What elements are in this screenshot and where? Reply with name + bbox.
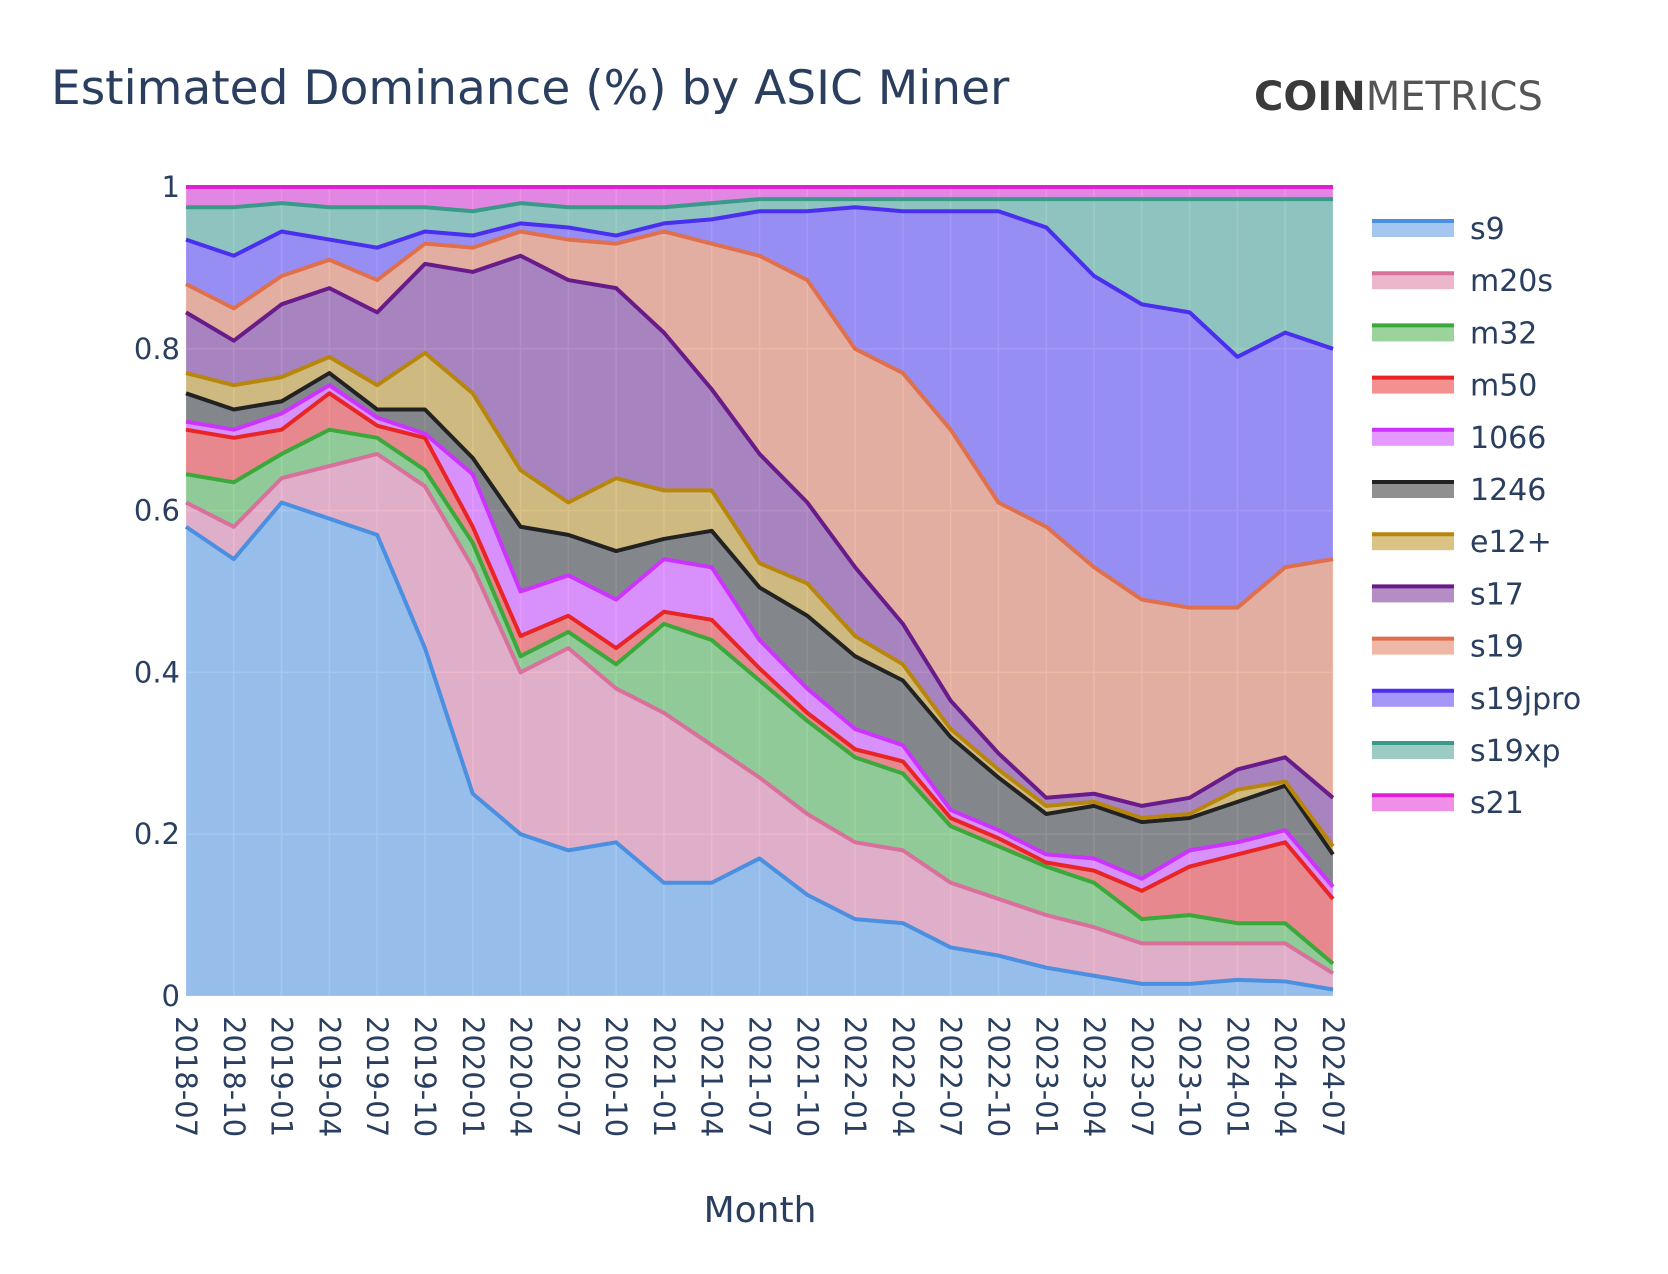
legend-item-s9[interactable]: s9: [1372, 212, 1505, 247]
line-s19jpro: [185, 205, 1334, 359]
legend-swatch: [1372, 743, 1454, 759]
x-tick-label: 2024-01: [1220, 1016, 1254, 1137]
legend-label: m50: [1470, 369, 1537, 404]
legend-item-m20s[interactable]: m20s: [1372, 264, 1553, 299]
line-s19xp: [186, 197, 1333, 214]
legend-item-s19jpro[interactable]: s19jpro: [1372, 682, 1581, 717]
legend-label: s17: [1470, 577, 1524, 612]
legend-swatch: [1372, 638, 1454, 655]
x-tick-label: 2021-07: [743, 1016, 777, 1137]
x-tick-label: 2018-07: [169, 1016, 203, 1137]
x-tick-label: 2021-04: [695, 1016, 729, 1137]
legend-swatch: [1372, 377, 1454, 394]
x-tick-label: 2019-10: [408, 1016, 442, 1137]
line-s9: [184, 500, 1334, 992]
legend-label: 1246: [1470, 473, 1546, 508]
legend-item-m50[interactable]: m50: [1372, 369, 1537, 404]
y-tick-label: 0: [162, 979, 180, 1013]
x-tick-label: 2022-01: [838, 1016, 872, 1137]
legend-label: s21: [1470, 786, 1524, 821]
legend: s9 m20s m32 m50 1066 1246 e12+ s17 s19 s19jpro s19…: [1372, 212, 1581, 821]
logo-part-coin: COIN: [1254, 74, 1366, 120]
legend-item-1246[interactable]: 1246: [1372, 473, 1546, 508]
legend-label: s9: [1470, 212, 1505, 247]
legend-swatch: [1372, 795, 1454, 812]
legend-label: m32: [1470, 316, 1537, 351]
legend-label: s19: [1470, 630, 1524, 665]
x-tick-label: 2024-07: [1316, 1016, 1350, 1137]
x-tick-label: 2020-10: [599, 1016, 633, 1137]
y-tick-label: 0.2: [134, 817, 180, 851]
x-tick-label: 2019-07: [360, 1016, 394, 1137]
x-tick-label: 2022-04: [886, 1016, 920, 1137]
x-axis-ticks: 2018-07 2018-10 2019-01 2019-04 2019-07 2019-…: [169, 1016, 1350, 1137]
legend-item-m32[interactable]: m32: [1372, 316, 1537, 351]
legend-swatch: [1372, 325, 1454, 342]
logo-part-metrics: METRICS: [1366, 74, 1543, 120]
area-1246: [186, 373, 1333, 887]
line-m20s: [185, 451, 1335, 976]
x-tick-label: 2022-07: [934, 1016, 968, 1137]
area-s17: [186, 255, 1333, 847]
x-tick-label: 2023-07: [1125, 1016, 1159, 1137]
x-tick-label: 2023-10: [1173, 1016, 1207, 1137]
line-s19: [185, 229, 1334, 610]
x-tick-label: 2018-10: [217, 1016, 251, 1137]
line-e12+: [185, 350, 1335, 848]
x-tick-label: 2020-07: [551, 1016, 585, 1137]
legend-swatch: [1372, 429, 1454, 446]
legend-item-s19[interactable]: s19: [1372, 630, 1524, 665]
x-tick-label: 2021-10: [790, 1016, 824, 1137]
legend-label: s19jpro: [1470, 682, 1581, 717]
legend-swatch: [1372, 273, 1454, 290]
x-tick-label: 2023-04: [1077, 1016, 1111, 1137]
x-tick-label: 2023-01: [1029, 1016, 1063, 1137]
y-tick-label: 0.6: [134, 494, 180, 528]
area-s19xp: [186, 199, 1333, 357]
coinmetrics-logo: COINMETRICS: [1254, 74, 1543, 120]
y-tick-label: 0.8: [134, 332, 180, 366]
legend-swatch: [1372, 534, 1454, 551]
legend-label: s19xp: [1470, 734, 1561, 769]
area-s19jpro: [186, 207, 1333, 608]
x-tick-label: 2019-04: [312, 1016, 346, 1137]
area-s21: [186, 187, 1333, 212]
x-tick-label: 2024-04: [1268, 1016, 1302, 1137]
area-s19: [186, 231, 1333, 806]
area-s9: [186, 502, 1333, 996]
legend-item-s19xp[interactable]: s19xp: [1372, 734, 1561, 769]
x-tick-label: 2021-01: [647, 1016, 681, 1137]
area-e12+: [186, 352, 1333, 855]
y-tick-label: 1: [162, 170, 180, 204]
x-tick-label: 2020-04: [504, 1016, 538, 1137]
line-1246: [185, 371, 1335, 856]
legend-label: 1066: [1470, 421, 1546, 456]
line-m50: [185, 391, 1335, 901]
legend-item-s21[interactable]: s21: [1372, 786, 1524, 821]
legend-item-s17[interactable]: s17: [1372, 577, 1524, 612]
x-tick-label: 2022-10: [981, 1016, 1015, 1137]
line-1066: [185, 383, 1335, 889]
x-tick-label: 2019-01: [265, 1016, 299, 1137]
legend-swatch: [1372, 482, 1454, 498]
legend-item-e12+[interactable]: e12+: [1372, 525, 1552, 560]
chart-title: Estimated Dominance (%) by ASIC Miner: [51, 61, 1010, 116]
legend-swatch: [1372, 690, 1454, 707]
y-tick-label: 0.4: [134, 655, 180, 689]
line-s17: [184, 253, 1335, 808]
legend-label: m20s: [1470, 264, 1553, 299]
legend-swatch: [1372, 221, 1454, 237]
x-tick-label: 2020-01: [456, 1016, 490, 1137]
y-axis-ticks: 0 0.2 0.4 0.6 0.8 1: [134, 170, 180, 1013]
legend-swatch: [1372, 586, 1454, 603]
svg-text:COINMETRICS: COINMETRICS: [1254, 74, 1543, 120]
legend-label: e12+: [1470, 525, 1552, 560]
lines: [184, 185, 1335, 992]
line-m32: [185, 427, 1335, 966]
x-axis-title: Month: [704, 1190, 817, 1231]
area-m20s: [186, 453, 1333, 990]
legend-item-1066[interactable]: 1066: [1372, 421, 1546, 456]
